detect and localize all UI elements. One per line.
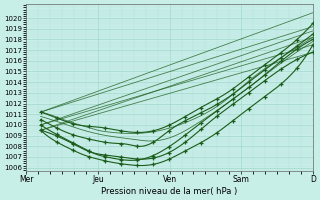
X-axis label: Pression niveau de la mer( hPa ): Pression niveau de la mer( hPa ) [101,187,238,196]
